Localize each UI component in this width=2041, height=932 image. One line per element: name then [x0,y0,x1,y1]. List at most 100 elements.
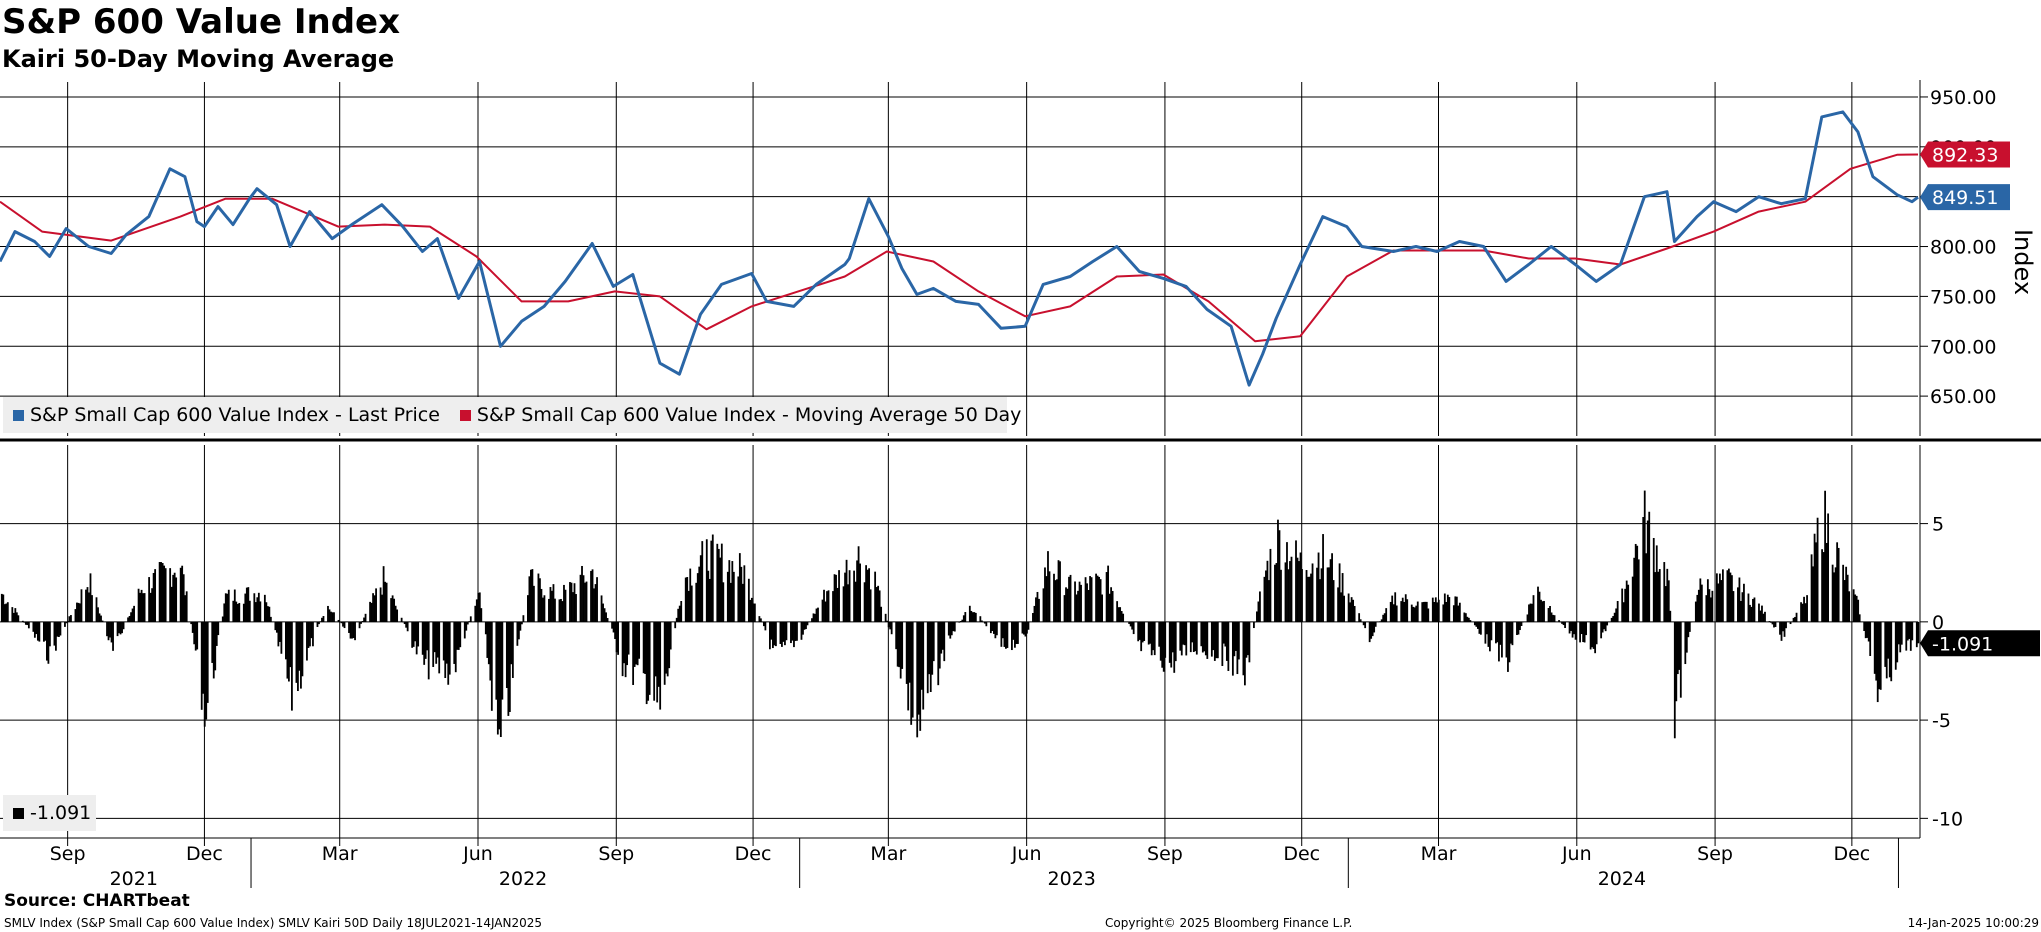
x-tick-label-11: Jun [1561,843,1592,865]
kairi-bar-237 [498,621,501,730]
kairi-bar-317 [666,621,669,677]
x-year-label-0: 2021 [110,868,158,890]
kairi-bar-512 [1077,590,1079,622]
kairi-bar-732 [1540,599,1542,622]
kairi-bar-684 [1437,599,1440,622]
kairi-bar-167 [351,621,353,639]
kairi-bar-570 [1200,621,1203,647]
kairi-bar-342 [719,557,722,622]
kairi-bar-696 [1464,613,1467,622]
kairi-bar-474 [995,621,998,636]
kairi-bar-529 [1111,590,1114,622]
kairi-bar-152 [319,621,322,622]
kairi-bar-456 [959,621,962,622]
kairi-bar-737 [1550,612,1553,622]
kairi-bar-779 [1637,559,1640,622]
kairi-bar-343 [720,543,723,622]
kairi-bar-851 [1791,621,1793,622]
kairi-bar-113 [236,603,239,622]
kairi-bar-634 [1332,580,1335,622]
kairi-bar-726 [1528,604,1530,622]
kairi-bar-124 [259,601,262,622]
kairi-bar-270 [569,582,571,622]
kairi-bar-697 [1466,616,1469,622]
kairi-bar-610 [1284,562,1287,622]
kairi-bar-617 [1298,561,1300,622]
kairi-bar-345 [726,571,729,622]
kairi-bar-184 [385,582,388,622]
kairi-bar-690 [1452,605,1455,622]
kairi-bar-504 [1059,561,1061,622]
kairi-bar-35 [74,609,77,622]
kairi-bar-423 [889,621,892,630]
kairi-bar-310 [653,621,656,701]
kairi-bar-438 [920,621,923,690]
kairi-bar-633 [1331,553,1333,622]
kairi-bar-129 [269,616,272,622]
kairi-bar-891 [1875,621,1878,681]
kairi-bar-209 [438,621,441,674]
kairi-bar-93 [194,621,197,651]
kairi-bar-13 [26,621,29,626]
kairi-bar-743 [1562,621,1565,626]
kairi-bar-247 [519,621,522,631]
kairi-bar-435 [916,621,919,738]
kairi-bar-444 [932,621,935,662]
kairi-bar-16 [33,621,36,638]
kairi-bar-602 [1266,560,1269,622]
kairi-bar-672 [1413,607,1416,622]
kairi-bar-275 [579,574,582,622]
kairi-bar-335 [705,539,708,622]
kairi-bar-185 [390,598,393,622]
kairi-bar-624 [1311,563,1314,622]
kairi-bar-830 [1747,593,1750,622]
kairi-bar-149 [312,621,314,647]
kairi-bar-406 [854,581,857,622]
kairi-bar-847 [1782,621,1784,632]
kairi-bar-747 [1571,621,1574,638]
kairi-bar-522 [1098,576,1100,622]
x-tick-label-0: Sep [50,843,86,865]
kairi-bar-380 [800,621,803,640]
kairi-bar-584 [1227,621,1230,671]
kairi-bar-532 [1119,607,1122,622]
y-tick-label-upper-2: 750.00 [1930,286,1996,308]
kairi-bar-742 [1561,621,1563,624]
kairi-bar-341 [717,548,720,622]
kairi-bar-840 [1768,621,1771,622]
kairi-bar-541 [1138,621,1141,640]
kairi-bar-731 [1538,591,1541,622]
kairi-bar-253 [531,569,534,622]
kairi-bar-829 [1743,583,1745,622]
kairi-bar-877 [1845,566,1848,622]
kairi-bar-472 [992,621,995,634]
kairi-bar-783 [1646,520,1649,622]
kairi-bar-425 [895,621,898,650]
kairi-bar-369 [775,621,777,647]
kairi-bar-436 [917,621,920,715]
kairi-bar-206 [433,621,436,653]
kairi-bar-698 [1467,617,1470,622]
kairi-bar-503 [1057,560,1060,622]
kairi-bar-460 [968,605,971,622]
kairi-bar-329 [690,585,693,622]
kairi-bar-95 [200,621,203,710]
kairi-bar-414 [869,589,872,622]
kairi-bar-896 [1885,621,1888,679]
kairi-bar-803 [1688,621,1691,632]
kairi-bar-767 [1613,612,1616,622]
kairi-bar-489 [1027,621,1030,630]
kairi-bar-207 [435,621,438,664]
kairi-bar-480 [1011,621,1013,651]
kairi-bar-76 [160,562,163,622]
moving-average-line [0,153,1919,343]
kairi-bar-772 [1624,588,1627,622]
kairi-bar-550 [1158,621,1161,647]
kairi-bar-80 [169,568,172,622]
kairi-bar-845 [1779,621,1781,635]
kairi-bar-892 [1876,621,1879,703]
kairi-bar-307 [645,621,648,705]
kairi-bar-49 [101,620,104,622]
kairi-bar-400 [842,586,845,622]
kairi-bar-251 [528,576,531,622]
